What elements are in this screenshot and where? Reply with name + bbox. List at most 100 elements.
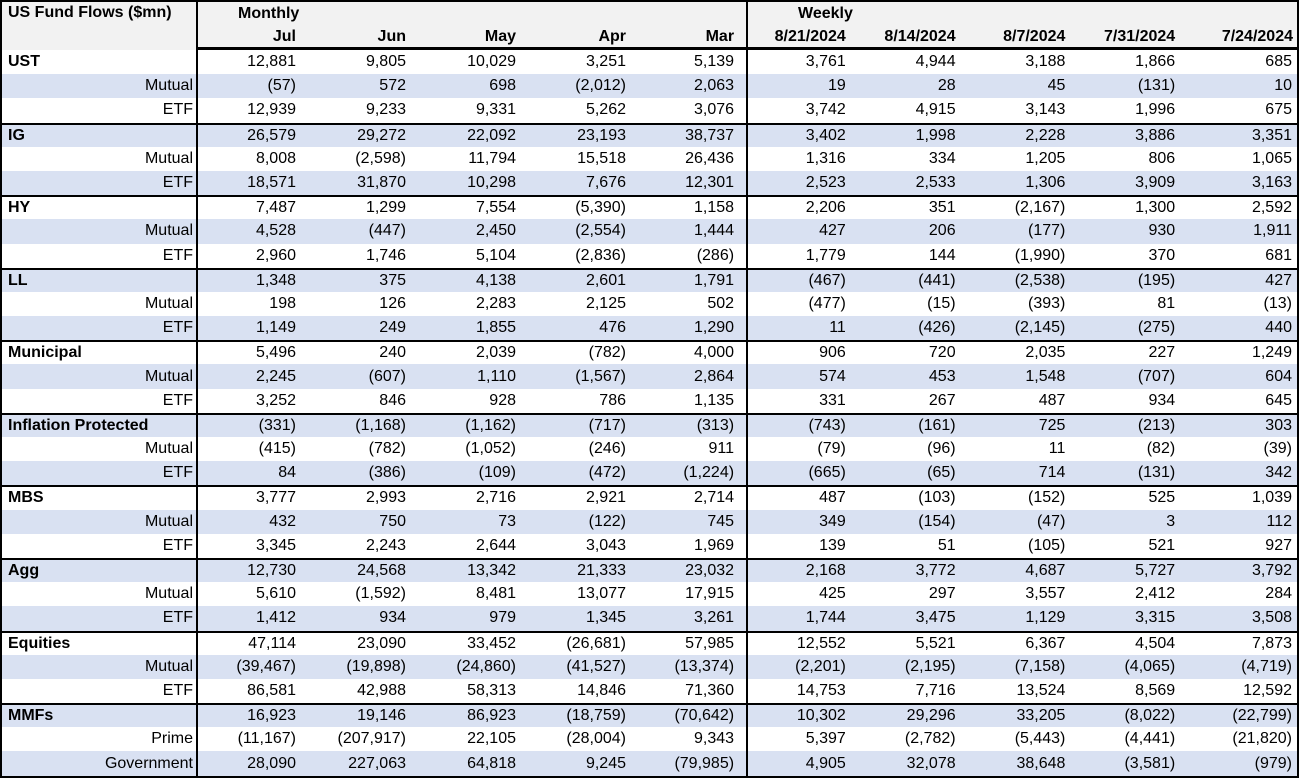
weekly-value-cell: 284 xyxy=(1187,582,1297,607)
monthly-value-cell: 3,251 xyxy=(528,50,638,75)
monthly-value-cell: (607) xyxy=(308,364,418,389)
weekly-value-cell: 1,911 xyxy=(1187,219,1297,244)
weekly-value-cell: 675 xyxy=(1187,98,1297,123)
weekly-value-cell: 342 xyxy=(1187,461,1297,486)
monthly-value-cell: (782) xyxy=(528,340,638,365)
monthly-value-cell: 1,135 xyxy=(638,388,749,413)
weekly-value-cell: 370 xyxy=(1077,243,1188,268)
table-row: ETF 3,252 846 928 786 1,135 331 267 487 934 645 xyxy=(2,388,1297,413)
monthly-value-cell: 26,579 xyxy=(198,122,308,147)
row-label-group: IG xyxy=(2,122,198,147)
weekly-value-cell: 8,569 xyxy=(1077,678,1188,704)
weekly-value-cell: 525 xyxy=(1077,485,1188,510)
weekly-value-cell: 29,296 xyxy=(857,703,968,728)
weekly-value-cell: (979) xyxy=(1187,751,1297,776)
weekly-value-cell: 3,475 xyxy=(857,606,968,631)
monthly-value-cell: 2,716 xyxy=(418,485,528,510)
monthly-value-cell: 2,125 xyxy=(528,291,638,317)
weekly-value-cell: 645 xyxy=(1187,388,1297,413)
table-row: Mutual 432 750 73 (122) 745 349 (154) (47) 3 112 xyxy=(2,509,1297,534)
monthly-value-cell: 7,554 xyxy=(418,195,528,220)
monthly-value-cell: (109) xyxy=(418,461,528,486)
weekly-value-cell: 1,129 xyxy=(967,606,1078,631)
weekly-value-cell: 13,524 xyxy=(967,678,1078,704)
column-header-mar: Mar xyxy=(638,26,749,50)
weekly-value-cell: 2,592 xyxy=(1187,195,1297,220)
weekly-value-cell: 334 xyxy=(857,146,968,171)
monthly-value-cell: 2,864 xyxy=(638,364,749,389)
weekly-value-cell: 1,316 xyxy=(748,146,858,171)
monthly-value-cell: 38,737 xyxy=(638,122,749,147)
column-header-7-31-2024: 7/31/2024 xyxy=(1077,26,1188,50)
column-header-may: May xyxy=(418,26,528,50)
row-label-sub: Prime xyxy=(2,727,198,752)
weekly-value-cell: 1,039 xyxy=(1187,485,1297,510)
monthly-value-cell: 2,450 xyxy=(418,219,528,244)
weekly-value-cell: (39) xyxy=(1187,437,1297,462)
monthly-value-cell: 1,791 xyxy=(638,267,749,292)
weekly-value-cell: 3,508 xyxy=(1187,606,1297,631)
monthly-value-cell: 1,290 xyxy=(638,316,749,341)
weekly-value-cell: (15) xyxy=(857,291,968,317)
weekly-value-cell: 425 xyxy=(748,582,858,607)
monthly-value-cell: 2,283 xyxy=(418,291,528,317)
weekly-value-cell: (441) xyxy=(857,267,968,292)
monthly-value-cell: (2,598) xyxy=(308,146,418,171)
monthly-value-cell: (79,985) xyxy=(638,751,749,776)
table-row: ETF 84 (386) (109) (472) (1,224) (665) (65) 714(… xyxy=(2,461,1297,486)
weekly-value-cell: 5,521 xyxy=(857,630,968,655)
weekly-value-cell: (2,195) xyxy=(857,654,968,679)
weekly-value-cell: 38,648 xyxy=(967,751,1078,776)
weekly-value-cell: 3,188 xyxy=(967,50,1078,75)
monthly-value-cell: 4,528 xyxy=(198,219,308,244)
table-row: Mutual 8,008 (2,598) 11,794 15,518 26,436 1,31… xyxy=(2,146,1297,171)
monthly-value-cell: (207,917) xyxy=(308,727,418,752)
section-header-row: US Fund Flows ($mn) Monthly Weekly xyxy=(2,2,1297,50)
weekly-value-cell: 7,716 xyxy=(857,678,968,704)
weekly-value-cell: (7,158) xyxy=(967,654,1078,679)
table-row: Mutual (415) (782) (1,052) (246) 911 (79) (96) 1… xyxy=(2,437,1297,462)
weekly-value-cell: 206 xyxy=(857,219,968,244)
monthly-value-cell: 9,245 xyxy=(528,751,638,776)
row-label-sub: ETF xyxy=(2,678,198,704)
weekly-value-cell: 440 xyxy=(1187,316,1297,341)
monthly-value-cell: 5,104 xyxy=(418,243,528,268)
weekly-value-cell: 3,402 xyxy=(748,122,858,147)
weekly-value-cell: 12,552 xyxy=(748,630,858,655)
monthly-value-cell: (386) xyxy=(308,461,418,486)
weekly-value-cell: (131) xyxy=(1077,461,1188,486)
table-row: ETF 3,345 2,243 2,644 3,043 1,969 139 51 (105) 52… xyxy=(2,533,1297,558)
weekly-value-cell: (665) xyxy=(748,461,858,486)
row-label-sub: Mutual xyxy=(2,582,198,607)
monthly-value-cell: (24,860) xyxy=(418,654,528,679)
monthly-value-cell: 3,345 xyxy=(198,533,308,558)
monthly-value-cell: 13,342 xyxy=(418,557,528,583)
monthly-value-cell: 5,610 xyxy=(198,582,308,607)
table-row: MBS 3,777 2,993 2,716 2,921 2,714 487 (103) (152… xyxy=(2,485,1297,510)
table-row: Mutual 2,245 (607) 1,110 (1,567) 2,864 574 453 1… xyxy=(2,364,1297,389)
monthly-value-cell: 227,063 xyxy=(308,751,418,776)
weekly-value-cell: 1,249 xyxy=(1187,340,1297,365)
weekly-value-cell: (393) xyxy=(967,291,1078,317)
monthly-value-cell: (246) xyxy=(528,437,638,462)
weekly-value-cell: 2,035 xyxy=(967,340,1078,365)
column-header-8-7-2024: 8/7/2024 xyxy=(967,26,1078,50)
row-label-group: LL xyxy=(2,267,198,292)
monthly-value-cell: 22,092 xyxy=(418,122,528,147)
monthly-value-cell: 3,252 xyxy=(198,388,308,413)
monthly-value-cell: (1,162) xyxy=(418,412,528,437)
monthly-value-cell: 12,301 xyxy=(638,170,749,196)
monthly-value-cell: 1,158 xyxy=(638,195,749,220)
weekly-value-cell: 1,744 xyxy=(748,606,858,631)
row-label-group: MMFs xyxy=(2,703,198,728)
monthly-value-cell: 31,870 xyxy=(308,170,418,196)
monthly-value-cell: 5,262 xyxy=(528,98,638,123)
monthly-value-cell: (11,167) xyxy=(198,727,308,752)
weekly-value-cell: 3,557 xyxy=(967,582,1078,607)
monthly-value-cell: 5,139 xyxy=(638,50,749,75)
table-row: ETF 2,960 1,746 5,104 (2,836) (286) 1,779 144 (1… xyxy=(2,243,1297,268)
weekly-value-cell: 427 xyxy=(1187,267,1297,292)
monthly-value-cell: (13,374) xyxy=(638,654,749,679)
row-label-sub: Mutual xyxy=(2,437,198,462)
monthly-value-cell: 23,090 xyxy=(308,630,418,655)
